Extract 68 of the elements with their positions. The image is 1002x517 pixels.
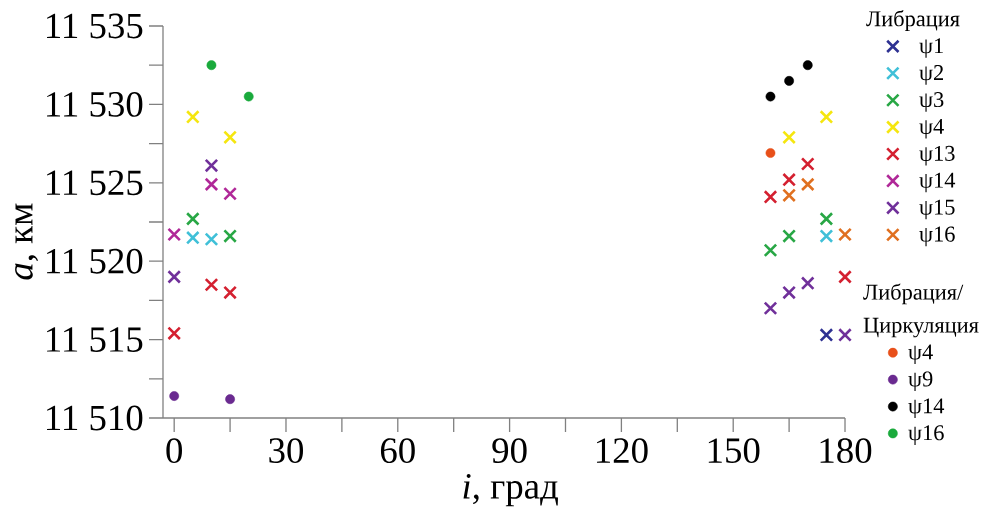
point <box>167 269 182 284</box>
point <box>763 189 778 204</box>
point <box>802 60 813 71</box>
x-tick-label: 90 <box>492 438 527 464</box>
y-tick-label: 11 510 <box>47 405 143 431</box>
x-tick-label: 120 <box>596 438 648 464</box>
point <box>782 229 797 244</box>
point <box>204 177 219 192</box>
point <box>838 227 852 242</box>
point <box>225 394 235 405</box>
point <box>819 229 834 244</box>
x-tick-label: 60 <box>380 438 415 464</box>
legend-label: ψ14 <box>908 398 945 418</box>
y-axis-title: a, км <box>15 203 39 280</box>
point <box>765 148 776 158</box>
x-tick-label: 30 <box>269 438 304 464</box>
point <box>204 232 219 247</box>
legend-label: ψ4 <box>908 344 933 365</box>
point <box>819 327 834 342</box>
point <box>763 243 778 258</box>
point <box>204 158 219 173</box>
legend-label: ψ3 <box>919 92 944 112</box>
legend-label: ψ1 <box>919 38 943 58</box>
point <box>784 76 794 86</box>
x-axis-title: i, град <box>463 474 558 507</box>
legend-label: ψ16 <box>919 226 955 247</box>
point <box>223 229 238 244</box>
point <box>243 91 254 102</box>
point <box>800 157 815 171</box>
point <box>206 60 217 71</box>
point <box>167 326 182 341</box>
point <box>204 277 219 292</box>
point <box>782 130 797 145</box>
x-tick-label: 0 <box>166 438 182 464</box>
point <box>782 285 797 300</box>
point <box>782 172 797 187</box>
y-tick-label: 11 535 <box>47 13 143 39</box>
point <box>185 230 200 245</box>
point <box>838 327 852 342</box>
legend-label: ψ14 <box>919 172 956 193</box>
point <box>223 285 238 300</box>
point <box>167 227 182 242</box>
point <box>185 109 200 124</box>
x-tick-label: 180 <box>820 438 872 464</box>
point <box>223 130 238 145</box>
legend-label: ψ15 <box>919 199 955 220</box>
point <box>819 109 834 124</box>
x-tick-label: 150 <box>708 438 760 464</box>
legend-label: ψ13 <box>919 145 955 166</box>
legend-label: ψ4 <box>919 118 944 139</box>
point <box>223 186 238 201</box>
legend-title: Либрация <box>866 10 960 31</box>
y-tick-label: 11 515 <box>47 327 143 352</box>
point <box>185 211 200 226</box>
y-tick-label: 11 525 <box>47 170 143 196</box>
point <box>763 301 778 316</box>
legend-label: ψ2 <box>919 65 943 85</box>
point <box>169 391 180 401</box>
point <box>819 211 834 226</box>
point <box>838 269 852 284</box>
legend-label: ψ9 <box>908 371 933 392</box>
y-tick-label: 11 530 <box>47 91 143 117</box>
point <box>800 276 815 291</box>
point <box>800 177 815 192</box>
point <box>782 188 797 203</box>
y-tick-label: 11 520 <box>47 248 143 274</box>
point <box>765 91 776 102</box>
legend-label: ψ16 <box>908 425 944 445</box>
